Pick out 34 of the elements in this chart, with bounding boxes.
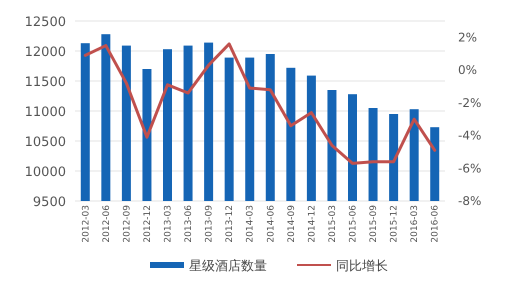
x-tick-label: 2015-03 <box>328 205 338 243</box>
y-tick-label: 10000 <box>24 165 66 180</box>
x-tick-label: 2015-06 <box>348 204 358 243</box>
y-tick-label: 10500 <box>24 135 66 150</box>
x-tick-label: 2015-12 <box>390 205 400 243</box>
y2-tick-label: 0% <box>458 63 478 78</box>
x-tick-label: 2012-06 <box>102 204 112 243</box>
x-tick-label: 2016-03 <box>410 205 420 243</box>
x-tick-label: 2012-12 <box>142 205 153 243</box>
y-tick-label: 11500 <box>24 75 66 90</box>
y-tick-label: 11000 <box>24 105 66 120</box>
x-tick-label: 2013-09 <box>204 204 215 243</box>
x-tick-label: 2013-06 <box>184 204 194 243</box>
x-tick-label: 2013-03 <box>164 205 174 243</box>
y2-tick-label: -4% <box>458 128 482 143</box>
y2-tick-label: 2% <box>458 30 478 44</box>
x-tick-label: 2013-12 <box>225 205 236 243</box>
y2-tick-label: -2% <box>458 96 482 110</box>
x-tick-label: 2012-09 <box>122 204 132 243</box>
y-tick-label: 12000 <box>24 45 66 60</box>
x-tick-label: 2014-12 <box>307 205 318 243</box>
x-tick-label: 2012-03 <box>81 205 92 243</box>
x-tick-label: 2016-06 <box>430 204 441 243</box>
x-tick-label: 2015-09 <box>369 204 380 243</box>
x-tick-label: 2014-06 <box>266 204 276 243</box>
y2-tick-label: -8% <box>458 194 482 208</box>
x-tick-label: 2014-09 <box>286 204 297 243</box>
line-series <box>84 42 436 165</box>
y2-tick-label: -6% <box>458 161 482 176</box>
legend-label: 同比增长 <box>336 259 388 274</box>
y-tick-label: 9500 <box>32 195 66 210</box>
y-tick-label: 12500 <box>24 15 66 30</box>
x-tick-label: 2014-03 <box>246 205 256 243</box>
legend-label: 星级酒店数量 <box>189 258 267 274</box>
